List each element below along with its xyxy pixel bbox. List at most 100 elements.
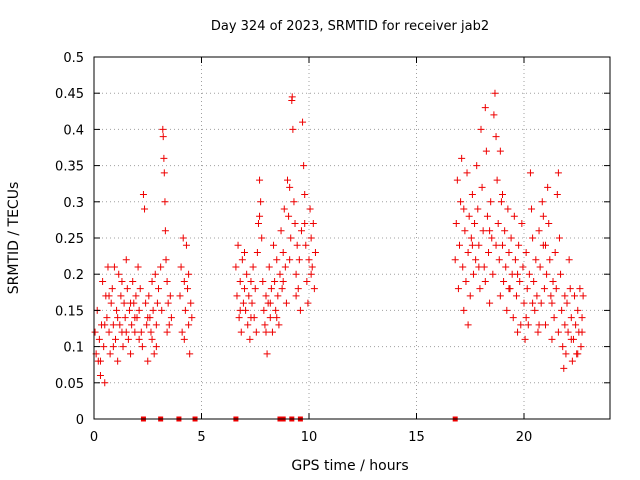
data-point <box>239 299 247 307</box>
data-point <box>272 306 280 314</box>
data-point <box>96 357 104 365</box>
data-point <box>512 292 520 300</box>
data-point <box>244 321 252 329</box>
data-point <box>236 277 244 285</box>
data-point <box>117 292 125 300</box>
data-point <box>468 241 476 249</box>
data-point <box>461 227 469 235</box>
data-point <box>114 314 122 322</box>
data-point <box>115 270 123 278</box>
data-point <box>481 104 489 112</box>
data-point <box>469 270 477 278</box>
data-point <box>267 285 275 293</box>
data-point <box>101 321 109 329</box>
data-point <box>233 292 241 300</box>
data-point <box>505 285 513 293</box>
data-point <box>307 270 315 278</box>
data-point <box>514 328 522 336</box>
data-point <box>456 241 463 249</box>
data-point <box>279 248 287 256</box>
data-point <box>109 321 117 329</box>
data-point <box>472 256 480 264</box>
data-point <box>279 277 287 285</box>
data-point <box>247 314 255 322</box>
data-point <box>502 263 510 271</box>
y-tick-label: 0.2 <box>63 268 84 283</box>
data-point <box>132 292 140 300</box>
data-point <box>552 285 560 293</box>
data-point <box>271 277 279 285</box>
data-point <box>135 335 143 343</box>
data-point <box>458 154 466 162</box>
data-point <box>291 220 299 228</box>
data-point <box>306 205 314 213</box>
data-point <box>561 292 569 300</box>
data-point <box>454 285 462 293</box>
data-point <box>256 176 264 184</box>
data-point <box>119 343 127 351</box>
y-tick-label: 0.05 <box>55 377 84 392</box>
data-point <box>553 191 561 199</box>
data-point <box>177 263 185 271</box>
data-point <box>124 335 132 343</box>
data-point <box>139 191 147 199</box>
data-point <box>518 220 526 228</box>
data-point <box>514 270 522 278</box>
data-point <box>490 111 498 119</box>
data-point <box>120 299 128 307</box>
data-point <box>549 277 557 285</box>
data-point <box>471 220 479 228</box>
data-point <box>143 321 151 329</box>
data-point <box>496 147 504 155</box>
data-point <box>578 314 586 322</box>
data-point <box>301 220 309 228</box>
data-point <box>554 169 562 177</box>
data-point <box>241 285 248 293</box>
y-tick-label: 0.4 <box>63 123 84 138</box>
data-point <box>281 263 289 271</box>
data-point <box>577 343 585 351</box>
data-point <box>474 205 482 213</box>
data-point <box>504 205 512 213</box>
data-point <box>256 212 264 220</box>
data-point <box>105 328 113 336</box>
data-point <box>554 328 562 336</box>
data-point <box>538 198 546 206</box>
data-point <box>277 227 285 235</box>
data-point <box>263 350 271 358</box>
data-point <box>282 299 290 307</box>
data-point <box>522 314 530 322</box>
data-point <box>505 248 513 256</box>
y-tick-label: 0.15 <box>55 304 84 319</box>
data-point <box>451 256 459 264</box>
data-point <box>494 220 502 228</box>
data-point <box>460 306 468 314</box>
data-point <box>234 241 242 249</box>
data-point <box>114 357 122 365</box>
data-point <box>307 234 315 242</box>
data-point <box>578 328 586 336</box>
data-point <box>524 321 532 329</box>
data-point <box>288 93 296 101</box>
data-point <box>166 292 174 300</box>
data-point <box>144 357 152 365</box>
data-point <box>118 277 126 285</box>
data-point <box>167 314 175 322</box>
data-point <box>131 328 139 336</box>
data-point <box>137 328 145 336</box>
data-point <box>548 299 556 307</box>
data-point <box>510 212 518 220</box>
data-point <box>179 234 187 242</box>
data-point <box>160 154 168 162</box>
y-tick-label: 0.5 <box>63 51 84 66</box>
data-point <box>522 248 530 256</box>
data-point <box>560 364 568 372</box>
data-point <box>547 292 555 300</box>
x-axis-label: GPS time / hours <box>291 458 408 474</box>
data-point <box>300 162 308 170</box>
data-point <box>155 285 162 293</box>
data-point <box>297 227 305 235</box>
data-point <box>497 198 505 206</box>
data-point <box>107 299 115 307</box>
